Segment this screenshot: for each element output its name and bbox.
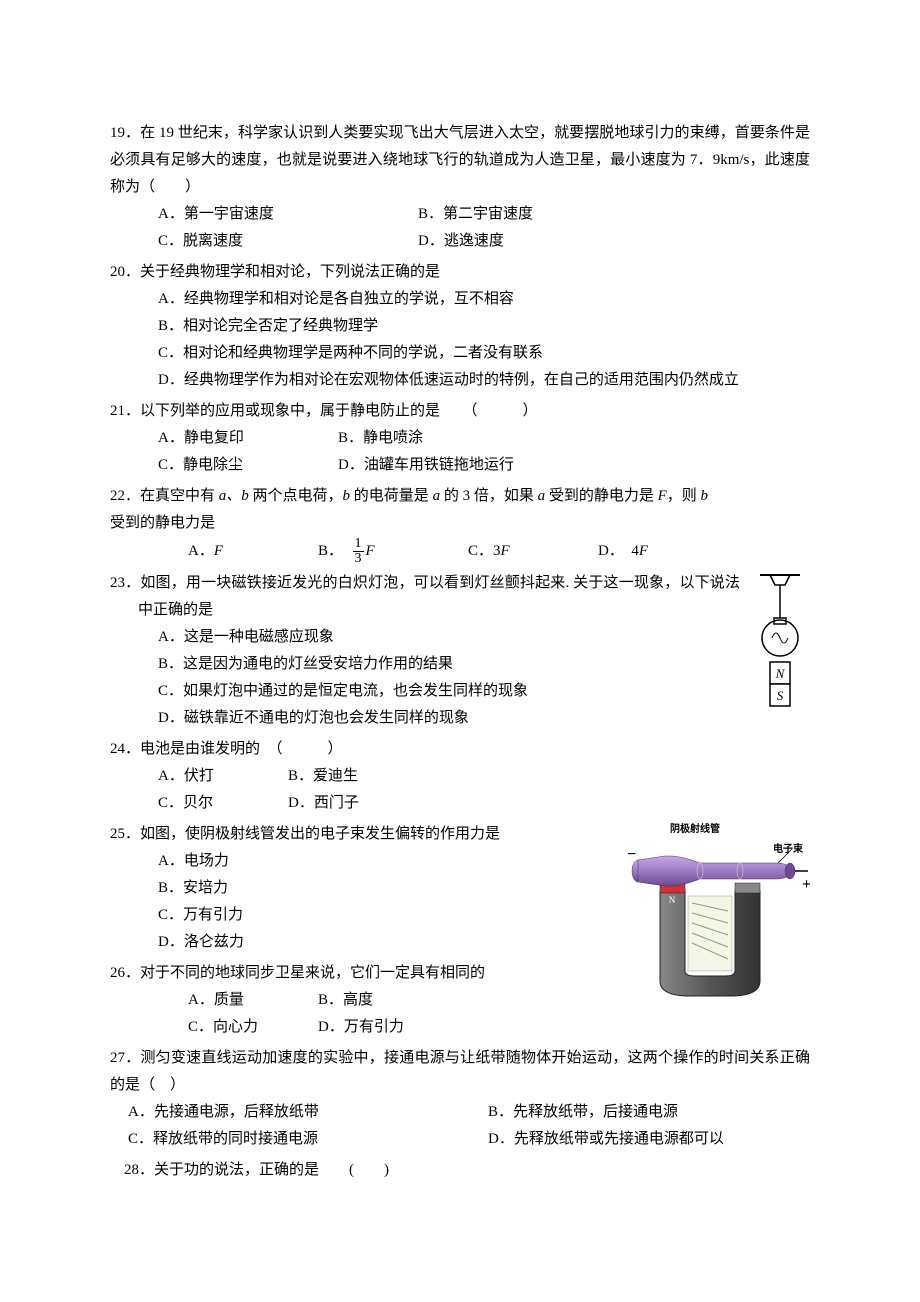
fig25-label-tube: 阴极射线管 — [670, 821, 720, 839]
q22-opt-b: B． 13F — [318, 537, 468, 566]
q23-opt-b: B．这是因为通电的灯丝受安培力作用的结果 — [158, 651, 810, 678]
crt-icon: N − + — [620, 841, 810, 1001]
question-21: 21．以下列举的应用或现象中，属于静电防止的是 （ ） A．静电复印 B．静电喷… — [110, 398, 810, 479]
q24-opt-c: C．贝尔 — [158, 790, 288, 817]
question-27: 27．测匀变速直线运动加速度的实验中，接通电源与让纸带随物体开始运动，这两个操作… — [110, 1045, 810, 1153]
q19-opt-a: A．第一宇宙速度 — [158, 201, 418, 228]
q19-text: 19．在 19 世纪末，科学家认识到人类要实现飞出大气层进入太空，就要摆脱地球引… — [110, 120, 810, 201]
lamp-magnet-figure: N S — [750, 570, 810, 715]
question-25: 阴极射线管 N — [110, 821, 810, 956]
lamp-icon: N S — [750, 570, 810, 715]
q28-text: 28．关于功的说法，正确的是 ( ) — [110, 1157, 810, 1184]
q26-opt-b: B．高度 — [318, 987, 373, 1014]
q23-opt-d: D．磁铁靠近不通电的灯泡也会发生同样的现象 — [158, 705, 810, 732]
fig25-label-beam: 电子束 — [768, 841, 808, 859]
q27-opt-a: A．先接通电源，后释放纸带 — [128, 1099, 488, 1126]
q26-opt-c: C．向心力 — [188, 1014, 318, 1041]
q22-a2: a — [538, 488, 546, 504]
q22-mid5: ，则 — [667, 488, 701, 504]
q20-opt-b: B．相对论完全否定了经典物理学 — [158, 313, 810, 340]
q26-opt-a: A．质量 — [188, 987, 318, 1014]
question-20: 20．关于经典物理学和相对论，下列说法正确的是 A．经典物理学和相对论是各自独立… — [110, 259, 810, 394]
q19-opt-c: C．脱离速度 — [158, 228, 418, 255]
q22-mid2: 的电荷量是 — [350, 488, 433, 504]
cathode-ray-figure: 阴极射线管 N — [620, 821, 810, 1019]
svg-text:N: N — [775, 666, 786, 681]
q24-opt-b: B．爱迪生 — [288, 763, 358, 790]
q23-opt-a: A．这是一种电磁感应现象 — [158, 624, 810, 651]
q20-opt-c: C．相对论和经典物理学是两种不同的学说，二者没有联系 — [158, 340, 810, 367]
q22-b2: b — [701, 488, 709, 504]
q20-text: 20．关于经典物理学和相对论，下列说法正确的是 — [110, 259, 810, 286]
q22-opt-c: C．3F — [468, 538, 598, 565]
q24-text: 24．电池是由谁发明的 （ ） — [110, 736, 810, 763]
q27-opt-b: B．先释放纸带，后接通电源 — [488, 1099, 678, 1126]
q19-opt-b: B．第二宇宙速度 — [418, 201, 533, 228]
question-22: 22．在真空中有 a、b 两个点电荷，b 的电荷量是 a 的 3 倍，如果 a … — [110, 483, 810, 566]
question-23: N S 23．如图，用一块磁铁接近发光的白炽灯泡，可以看到灯丝颤抖起来. 关于这… — [110, 570, 810, 732]
svg-text:+: + — [802, 876, 810, 893]
q23-opt-c: C．如果灯泡中通过的是恒定电流，也会发生同样的现象 — [158, 678, 810, 705]
svg-text:N: N — [669, 895, 676, 905]
q22-mid1: 两个点电荷， — [249, 488, 343, 504]
q21-opt-a: A．静电复印 — [158, 425, 338, 452]
q22-ab1: a、b — [219, 488, 249, 504]
q20-opt-d: D．经典物理学作为相对论在宏观物体低速运动时的特例，在自己的适用范围内仍然成立 — [158, 367, 810, 394]
q21-text: 21．以下列举的应用或现象中，属于静电防止的是 （ ） — [110, 398, 810, 425]
q21-opt-b: B．静电喷涂 — [338, 425, 423, 452]
question-28: 28．关于功的说法，正确的是 ( ) — [110, 1157, 810, 1184]
q22-a1: a — [433, 488, 441, 504]
q21-opt-c: C．静电除尘 — [158, 452, 338, 479]
q27-opt-c: C．释放纸带的同时接通电源 — [128, 1126, 488, 1153]
q22-mid3: 的 3 倍，如果 — [440, 488, 538, 504]
q21-opt-d: D．油罐车用铁链拖地运行 — [338, 452, 514, 479]
q27-opt-d: D．先释放纸带或先接通电源都可以 — [488, 1126, 724, 1153]
q22-mid4: 受到的静电力是 — [545, 488, 658, 504]
q27-text: 27．测匀变速直线运动加速度的实验中，接通电源与让纸带随物体开始运动，这两个操作… — [110, 1045, 810, 1099]
q22-F1: F — [658, 488, 667, 504]
svg-text:−: − — [627, 846, 636, 863]
q19-opt-d: D．逃逸速度 — [418, 228, 504, 255]
q20-opt-a: A．经典物理学和相对论是各自独立的学说，互不相容 — [158, 286, 810, 313]
q22-b1: b — [343, 488, 351, 504]
q24-opt-d: D．西门子 — [288, 790, 359, 817]
q22-pre: 22．在真空中有 — [110, 488, 219, 504]
q22-opt-d: D． 4F — [598, 538, 648, 565]
q26-opt-d: D．万有引力 — [318, 1014, 404, 1041]
svg-text:S: S — [777, 688, 784, 703]
q24-opt-a: A．伏打 — [158, 763, 288, 790]
q22-opt-a: A．F — [188, 538, 318, 565]
q23-text: 23．如图，用一块磁铁接近发光的白炽灯泡，可以看到灯丝颤抖起来. 关于这一现象，… — [110, 570, 810, 624]
question-19: 19．在 19 世纪末，科学家认识到人类要实现飞出大气层进入太空，就要摆脱地球引… — [110, 120, 810, 255]
question-24: 24．电池是由谁发明的 （ ） A．伏打 B．爱迪生 C．贝尔 D．西门子 — [110, 736, 810, 817]
q22-post: 受到的静电力是 — [138, 510, 810, 537]
